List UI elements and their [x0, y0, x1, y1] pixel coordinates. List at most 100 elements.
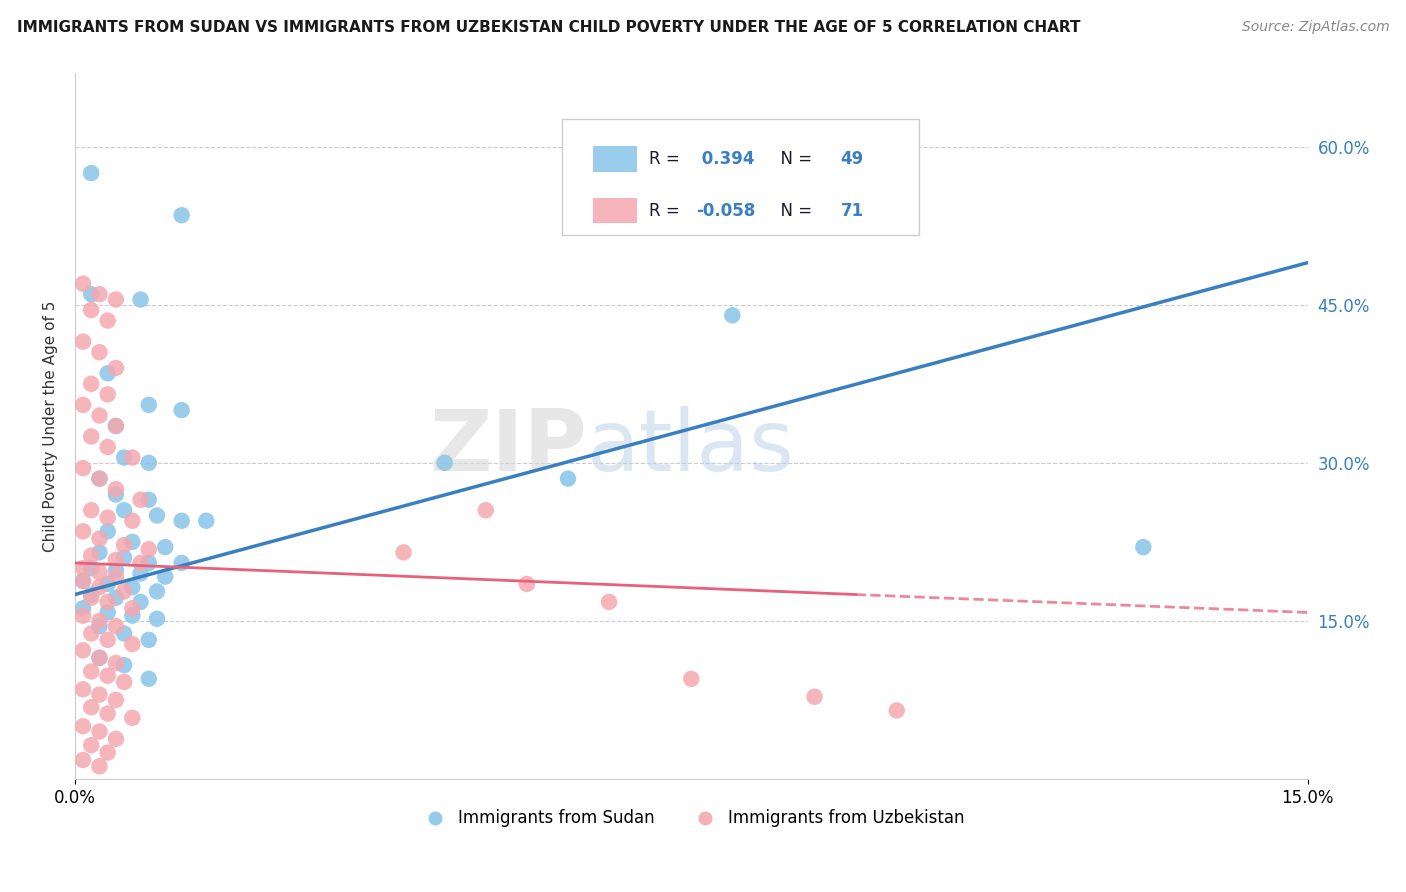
Point: [72, 461, 94, 475]
Text: 71: 71: [841, 202, 863, 219]
Point: [121, 601, 143, 615]
Point: [138, 556, 160, 570]
Text: 49: 49: [841, 150, 863, 168]
Point: [681, 672, 703, 686]
Point: [170, 208, 193, 222]
Point: [138, 632, 160, 647]
Point: [89, 650, 111, 665]
Point: [392, 545, 415, 559]
Point: [112, 626, 135, 640]
Point: [80, 549, 103, 563]
Point: [138, 542, 160, 557]
Point: [72, 719, 94, 733]
Point: [121, 514, 143, 528]
Point: [112, 658, 135, 673]
Point: [89, 545, 111, 559]
Y-axis label: Child Poverty Under the Age of 5: Child Poverty Under the Age of 5: [44, 301, 58, 551]
Point: [72, 608, 94, 623]
Point: [146, 612, 169, 626]
Point: [112, 550, 135, 565]
Point: [89, 409, 111, 423]
Point: [121, 580, 143, 594]
Point: [129, 492, 152, 507]
Text: R =: R =: [650, 202, 685, 219]
Point: [121, 711, 143, 725]
Point: [104, 569, 127, 583]
Point: [433, 456, 456, 470]
Point: [72, 682, 94, 697]
Point: [97, 440, 120, 454]
Point: [146, 584, 169, 599]
Point: [104, 361, 127, 376]
Point: [72, 574, 94, 588]
Point: [97, 313, 120, 327]
Legend: Immigrants from Sudan, Immigrants from Uzbekistan: Immigrants from Sudan, Immigrants from U…: [412, 803, 972, 834]
Point: [121, 534, 143, 549]
Point: [170, 403, 193, 417]
Point: [153, 540, 176, 554]
Point: [104, 693, 127, 707]
Point: [89, 619, 111, 633]
Point: [138, 456, 160, 470]
Point: [89, 688, 111, 702]
Point: [89, 345, 111, 359]
Point: [138, 492, 160, 507]
Point: [129, 293, 152, 307]
Point: [121, 608, 143, 623]
Point: [80, 700, 103, 714]
Point: [112, 675, 135, 690]
Text: R =: R =: [650, 150, 685, 168]
Point: [97, 366, 120, 380]
Point: [80, 665, 103, 679]
Point: [104, 293, 127, 307]
Point: [97, 387, 120, 401]
Text: N =: N =: [770, 202, 817, 219]
Point: [97, 577, 120, 591]
Point: [97, 510, 120, 524]
Point: [129, 566, 152, 581]
Point: [72, 561, 94, 575]
Point: [80, 303, 103, 318]
FancyBboxPatch shape: [562, 119, 920, 235]
Point: [104, 656, 127, 670]
Point: [72, 753, 94, 767]
Point: [97, 606, 120, 620]
Point: [104, 419, 127, 434]
Point: [72, 334, 94, 349]
Point: [104, 419, 127, 434]
Point: [72, 643, 94, 657]
Point: [121, 450, 143, 465]
Point: [129, 556, 152, 570]
Point: [89, 580, 111, 594]
Point: [97, 668, 120, 682]
Text: atlas: atlas: [586, 406, 794, 489]
Point: [80, 376, 103, 391]
Point: [104, 591, 127, 605]
Point: [557, 472, 579, 486]
Point: [80, 287, 103, 301]
Point: [170, 514, 193, 528]
Point: [598, 595, 620, 609]
Point: [97, 632, 120, 647]
Point: [112, 584, 135, 599]
Point: [80, 591, 103, 605]
Point: [80, 166, 103, 180]
Point: [89, 287, 111, 301]
Point: [129, 595, 152, 609]
FancyBboxPatch shape: [592, 198, 637, 223]
Point: [170, 556, 193, 570]
Point: [97, 746, 120, 760]
Point: [89, 532, 111, 546]
Point: [89, 759, 111, 773]
Point: [97, 706, 120, 721]
Point: [104, 619, 127, 633]
Point: [153, 569, 176, 583]
Point: [721, 308, 744, 322]
Point: [89, 724, 111, 739]
Point: [80, 626, 103, 640]
Point: [72, 398, 94, 412]
Point: [89, 566, 111, 580]
Point: [80, 561, 103, 575]
Point: [112, 538, 135, 552]
Point: [886, 703, 908, 717]
